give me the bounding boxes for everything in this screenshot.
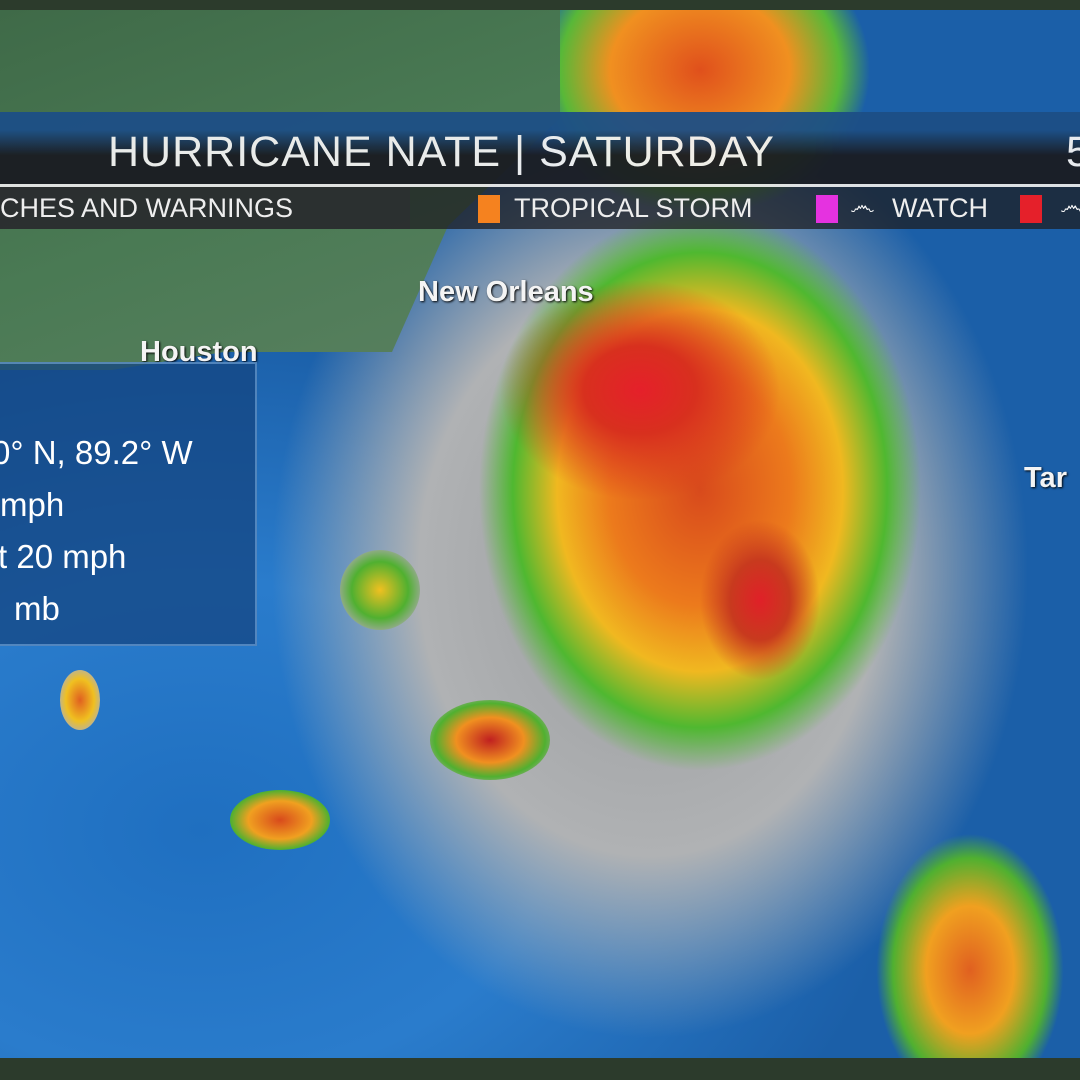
storm-info-box: 0° N, 89.2° W mph t 20 mph mb <box>0 362 257 646</box>
hurricane-icon: ෴ <box>850 191 875 221</box>
warning-swatch <box>1020 195 1042 223</box>
banner-title-overflow: 5 <box>1066 128 1080 176</box>
rain-cell <box>60 670 100 730</box>
storm-pressure: mb <box>14 590 60 627</box>
tropical-storm-swatch <box>478 195 500 223</box>
banner-title: HURRICANE NATE | SATURDAY <box>108 128 775 176</box>
hurricane-icon: ෴ <box>1060 191 1080 222</box>
storm-movement: t 20 mph <box>0 538 127 575</box>
legend-watch: WATCH <box>892 193 988 223</box>
storm-winds: mph <box>0 486 65 523</box>
legend-tropical-storm: TROPICAL STORM <box>514 193 753 223</box>
rain-cell <box>230 790 330 850</box>
city-label-tampa: Tar <box>1024 462 1067 494</box>
watch-swatch <box>816 195 838 223</box>
rain-cell <box>430 700 550 780</box>
rain-cell <box>340 550 420 630</box>
city-label-new-orleans: New Orleans <box>418 276 594 308</box>
legend-label-bg: CHES AND WARNINGS <box>0 187 410 229</box>
legend-items: TROPICAL STORM ෴ WATCH ෴ <box>410 187 1080 229</box>
storm-position: 0° N, 89.2° W <box>0 434 193 471</box>
title-banner: HURRICANE NATE | SATURDAY 5 <box>0 112 1080 187</box>
warnings-legend: CHES AND WARNINGS TROPICAL STORM ෴ WATCH… <box>0 187 1080 229</box>
legend-label: CHES AND WARNINGS <box>0 193 294 223</box>
